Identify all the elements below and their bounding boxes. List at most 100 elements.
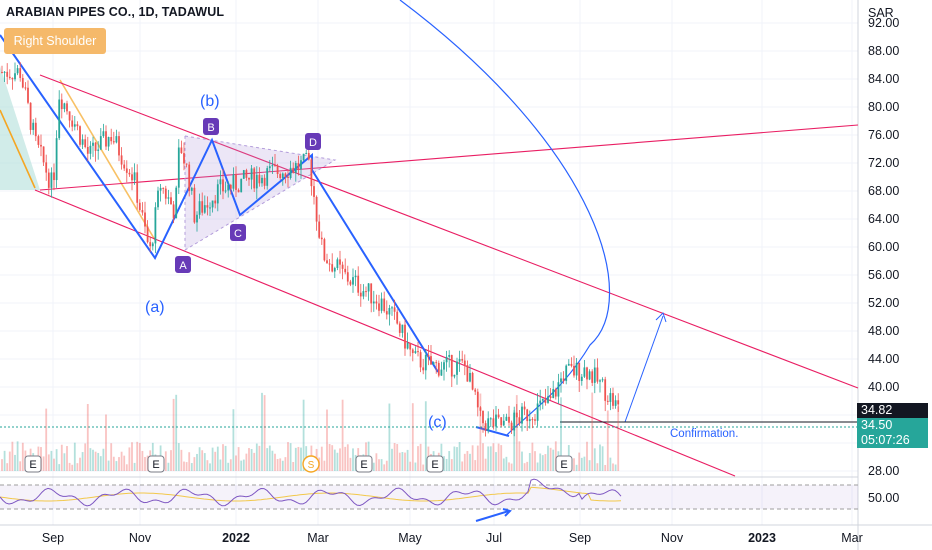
x-tick-4: May <box>398 531 422 545</box>
candle-body-131 <box>341 264 344 269</box>
volume-bar-187 <box>487 446 490 471</box>
volume-bar-105 <box>274 453 276 471</box>
volume-bar-154 <box>401 451 404 471</box>
candle-body-89 <box>232 174 235 189</box>
candle-body-145 <box>378 303 380 311</box>
volume-bar-68 <box>177 443 180 471</box>
candle-body-180 <box>469 372 471 382</box>
point-label-1: B <box>207 122 214 134</box>
candle-body-117 <box>305 152 308 154</box>
candle-body-32 <box>84 139 87 148</box>
candle-body-152 <box>396 311 399 324</box>
volume-bar-124 <box>323 460 326 471</box>
candle-body-224 <box>583 367 586 377</box>
volume-bar-84 <box>219 459 222 471</box>
candle-body-91 <box>237 189 240 193</box>
dividend-circle <box>302 455 320 473</box>
volume-bar-157 <box>409 461 412 471</box>
candle-body-71 <box>185 163 188 165</box>
volume-bar-198 <box>515 395 518 471</box>
projection-arrow <box>624 315 664 423</box>
volume-bar-204 <box>531 442 534 471</box>
volume-bar-129 <box>336 452 339 471</box>
candle-body-211 <box>549 396 552 398</box>
candle-body-189 <box>492 418 495 427</box>
candle-body-163 <box>424 354 427 371</box>
triangle-fill <box>185 136 335 250</box>
volume-bar-108 <box>281 460 284 471</box>
candle-body-18 <box>47 172 50 188</box>
volume-bar-208 <box>541 455 544 471</box>
volume-bar-151 <box>393 443 396 471</box>
candle-body-233 <box>606 400 609 402</box>
volume-bar-4 <box>11 441 14 471</box>
earnings-marker-3: E <box>431 459 438 471</box>
candle-body-56 <box>146 226 149 243</box>
volume-bar-96 <box>250 449 253 471</box>
volume-bar-116 <box>302 399 305 471</box>
candle-body-160 <box>417 351 419 353</box>
volume-bar-92 <box>240 460 243 471</box>
volume-bar-177 <box>461 461 464 471</box>
volume-bar-153 <box>398 452 401 471</box>
candle-body-110 <box>287 176 289 178</box>
candle-body-43 <box>112 141 115 143</box>
candle-body-170 <box>443 362 445 370</box>
volume-bar-225 <box>586 441 588 471</box>
candle-body-85 <box>222 179 224 192</box>
candle-body-142 <box>370 283 373 304</box>
candle-body-208 <box>541 398 544 401</box>
candle-body-146 <box>380 298 383 311</box>
volume-bar-76 <box>198 447 201 471</box>
volume-bar-7 <box>19 461 22 471</box>
candle-body-221 <box>575 362 578 376</box>
volume-bar-220 <box>573 458 575 471</box>
volume-bar-63 <box>164 451 167 471</box>
candle-body-114 <box>297 163 300 170</box>
volume-bar-104 <box>271 450 274 471</box>
volume-bar-229 <box>596 463 599 471</box>
confirmation-label: Confirmation. <box>670 428 738 440</box>
volume-bar-86 <box>224 445 227 471</box>
candle-body-148 <box>385 311 388 315</box>
channel-lower <box>34 189 736 477</box>
candle-body-192 <box>500 417 503 426</box>
candle-body-111 <box>289 167 292 178</box>
x-tick-8: 2023 <box>748 531 776 545</box>
volume-bar-53 <box>138 442 141 471</box>
candle-body-173 <box>450 354 453 377</box>
volume-bar-209 <box>544 454 547 471</box>
candle-body-193 <box>502 420 505 426</box>
volume-bar-49 <box>128 447 131 471</box>
volume-bar-147 <box>383 464 386 471</box>
candle-body-94 <box>245 170 248 178</box>
volume-bar-109 <box>284 457 287 471</box>
candle-body-118 <box>307 152 310 160</box>
volume-bar-235 <box>612 463 614 471</box>
candle-body-112 <box>292 167 295 173</box>
candle-body-201 <box>523 406 526 410</box>
candle-body-159 <box>414 351 417 354</box>
candle-body-50 <box>131 174 133 181</box>
volume-bar-69 <box>180 449 183 471</box>
candle-body-225 <box>586 367 588 380</box>
volume-bar-135 <box>352 448 354 471</box>
volume-bar-89 <box>232 409 235 471</box>
wave-arc <box>399 0 611 437</box>
candle-body-123 <box>320 237 323 240</box>
candle-body-14 <box>37 136 40 145</box>
candle-body-124 <box>323 239 326 261</box>
candle-body-36 <box>94 142 97 151</box>
candle-body-195 <box>508 416 510 423</box>
volume-bar-199 <box>518 441 521 471</box>
volume-bar-110 <box>287 442 289 471</box>
candle-body-63 <box>164 188 167 199</box>
volume-bar-32 <box>84 443 87 471</box>
candle-body-204 <box>531 419 534 421</box>
volume-bar-184 <box>479 393 482 471</box>
right-shoulder-badge[interactable]: Right Shoulder <box>4 28 106 54</box>
volume-bar-148 <box>385 460 388 471</box>
candle-body-102 <box>266 168 269 186</box>
candle-body-10 <box>27 87 29 103</box>
